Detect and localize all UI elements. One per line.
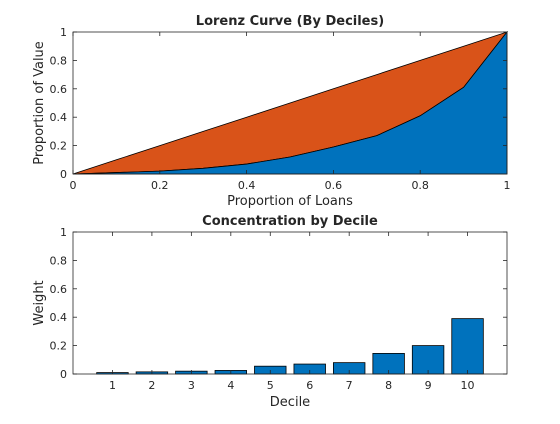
concentration-xtick-label: 4	[227, 379, 234, 392]
lorenz-xtick-label: 0	[70, 179, 77, 192]
concentration-ytick-label: 0.6	[50, 283, 68, 296]
lorenz-ytick-label: 0.2	[50, 140, 68, 153]
concentration-ytick-label: 0.4	[50, 311, 68, 324]
concentration-xtick-label: 5	[267, 379, 274, 392]
concentration-xtick-label: 1	[109, 379, 116, 392]
lorenz-ytick-label: 0.8	[50, 54, 68, 67]
concentration-ytick-label: 0.2	[50, 340, 68, 353]
lorenz-xtick-label: 0.8	[411, 179, 429, 192]
bar-decile-10	[451, 318, 484, 375]
lorenz-xtick-label: 0.4	[238, 179, 256, 192]
concentration-xlabel: Decile	[270, 395, 310, 410]
lorenz-axes: Lorenz Curve (By Deciles) 0 0.2 0.4 0.6 0.8 1…	[32, 14, 511, 209]
lorenz-xtick-label: 0.2	[151, 179, 169, 192]
lorenz-xtick-label: 1	[504, 179, 511, 192]
concentration-title: Concentration by Decile	[202, 214, 378, 229]
lorenz-ytick-label: 0.4	[50, 111, 68, 124]
concentration-xtick-label: 2	[148, 379, 155, 392]
concentration-xtick-label: 7	[346, 379, 353, 392]
concentration-xtick-label: 10	[461, 379, 475, 392]
lorenz-title: Lorenz Curve (By Deciles)	[196, 14, 384, 29]
lorenz-xtick-label: 0.6	[325, 179, 343, 192]
lorenz-xlabel: Proportion of Loans	[227, 194, 353, 209]
concentration-ylabel: Weight	[32, 280, 47, 325]
concentration-ytick-label: 0.8	[50, 254, 68, 267]
concentration-xtick-label: 9	[425, 379, 432, 392]
lorenz-ytick-label: 0.6	[50, 83, 68, 96]
concentration-xtick-label: 8	[385, 379, 392, 392]
lorenz-plot-box	[72, 31, 508, 175]
concentration-plot-box	[72, 231, 508, 375]
bar-decile-9	[411, 345, 445, 375]
concentration-axes: Concentration by Decile 1 2 3 4 5 6 7 8 9 10 0 0.2…	[32, 214, 508, 410]
concentration-ytick-label: 1	[60, 226, 67, 239]
concentration-xtick-label: 3	[188, 379, 195, 392]
concentration-ytick-label: 0	[60, 368, 67, 381]
lorenz-ylabel: Proportion of Value	[32, 41, 47, 165]
lorenz-ytick-label: 0	[60, 168, 67, 181]
concentration-xtick-label: 6	[306, 379, 313, 392]
lorenz-ytick-label: 1	[60, 26, 67, 39]
